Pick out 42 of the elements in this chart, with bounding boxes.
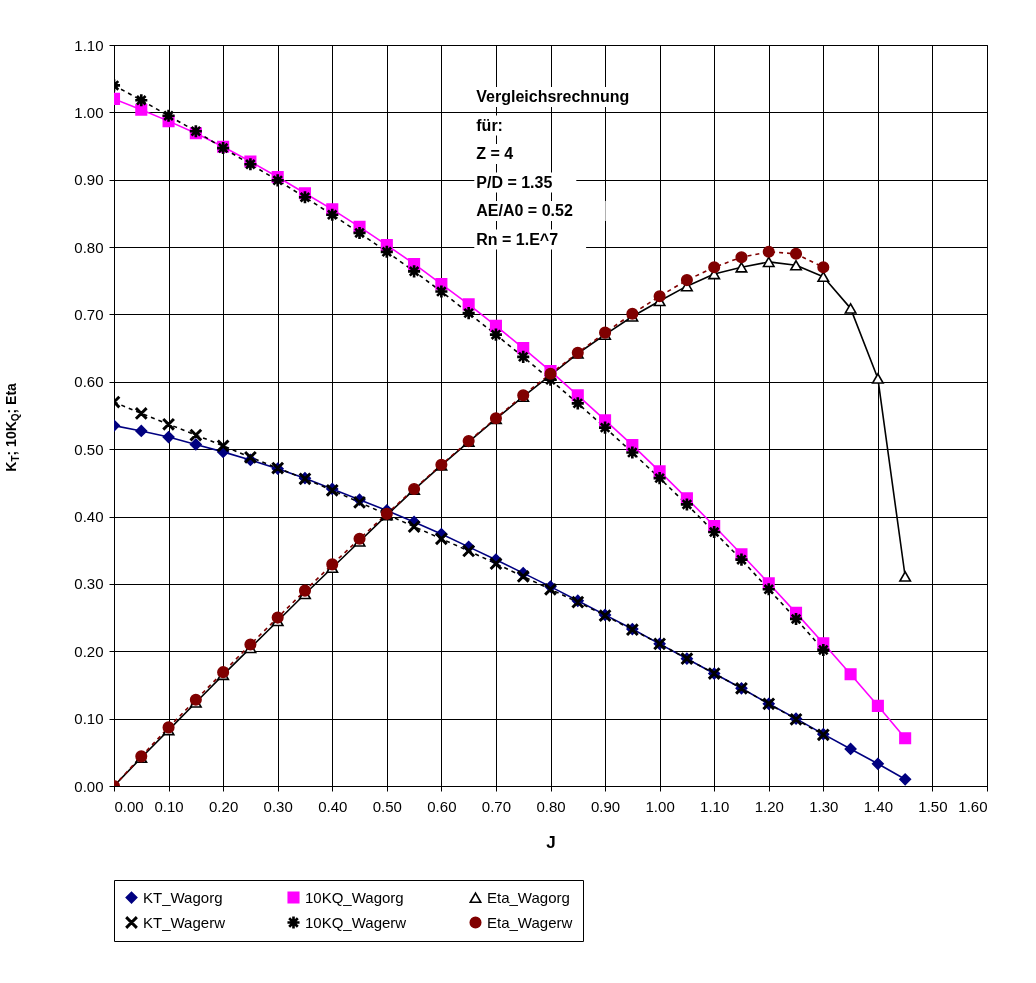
x-tick-label: 1.00: [645, 797, 675, 815]
annotation: Z = 4: [476, 145, 514, 162]
y-tick-label: 0.00: [74, 777, 104, 795]
y-tick-label: 1.00: [74, 103, 104, 121]
annotation: für:: [476, 116, 503, 134]
legend-label: Eta_Wagerw: [487, 913, 573, 931]
x-tick-label: 0.20: [209, 797, 239, 815]
x-tick-label: 0.70: [481, 797, 512, 815]
annotation: Vergleichsrechnung: [476, 88, 630, 105]
y-tick-label: 0.60: [74, 373, 104, 391]
x-tick-label: 1.60: [958, 797, 988, 815]
y-tick-label: 0.40: [74, 508, 104, 526]
legend-label: KT_Wagerw: [143, 913, 226, 931]
x-tick-label: 1.30: [809, 797, 839, 815]
x-tick-label: 1.20: [754, 797, 784, 815]
y-tick-label: 0.90: [74, 171, 104, 189]
y-tick-label: 0.50: [74, 440, 104, 458]
y-tick-label: 0.20: [74, 642, 104, 660]
y-tick-label: 0.80: [74, 238, 104, 256]
legend-label: Eta_Wagorg: [487, 888, 570, 906]
x-tick-label: 0.60: [427, 797, 457, 815]
legend-label: KT_Wagorg: [143, 888, 223, 906]
x-tick-label: 0.30: [263, 797, 293, 815]
annotation: P/D = 1.35: [476, 173, 553, 191]
annotation: Rn = 1.E^7: [476, 230, 559, 248]
x-tick-label: 0.00: [114, 797, 144, 815]
x-axis-title: J: [546, 832, 556, 852]
x-tick-label: 0.90: [590, 797, 621, 815]
x-tick-label: 0.10: [154, 797, 184, 815]
x-tick-label: 0.40: [318, 797, 348, 815]
x-tick-label: 1.40: [863, 797, 893, 815]
y-tick-label: 0.10: [74, 710, 104, 728]
legend-label: 10KQ_Wagorg: [305, 888, 404, 906]
x-tick-label: 1.50: [918, 797, 948, 815]
legend-label: 10KQ_Wagerw: [305, 913, 407, 931]
y-tick-label: 0.70: [74, 305, 104, 323]
x-tick-label: 0.80: [536, 797, 566, 815]
x-tick-label: 1.10: [700, 797, 730, 815]
y-tick-label: 0.30: [74, 575, 104, 593]
y-tick-label: 1.10: [74, 36, 104, 54]
x-tick-label: 0.50: [372, 797, 402, 815]
annotation: AE/A0 = 0.52: [476, 202, 573, 219]
